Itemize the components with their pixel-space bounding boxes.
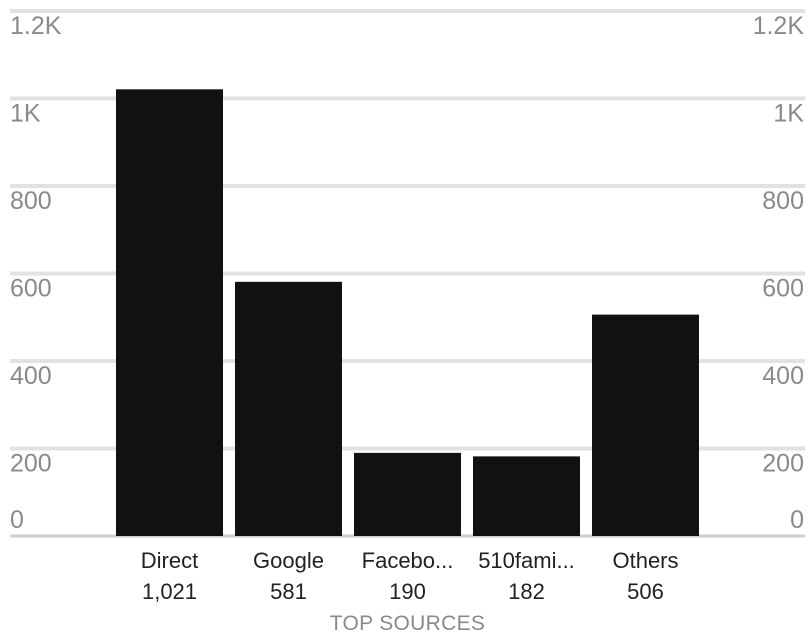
category-label: Direct (141, 548, 198, 573)
bar (354, 452, 461, 536)
y-tick-label-left: 600 (10, 275, 52, 303)
value-label: 190 (389, 579, 426, 604)
y-tick-label-right: 200 (762, 450, 804, 478)
category-label: Facebo... (362, 548, 454, 573)
y-tick-label-left: 1.2K (10, 12, 62, 40)
bar (473, 456, 580, 536)
bars (116, 89, 699, 536)
y-tick-label-right: 1.2K (753, 12, 805, 40)
y-tick-label-left: 800 (10, 187, 52, 215)
x-axis-labels: Direct 1,021 Google 581 Facebo... 190 510fami.… (141, 548, 679, 604)
y-tick-label-right: 800 (762, 187, 804, 215)
bar (592, 314, 699, 536)
y-tick-label-left: 1K (10, 100, 41, 128)
y-tick-label-right: 1K (773, 100, 804, 128)
x-axis-title: TOP SOURCES (330, 612, 485, 633)
bar (116, 89, 223, 536)
value-label: 182 (508, 579, 545, 604)
value-label: 506 (627, 579, 664, 604)
y-axis-ticks: 0 0 200 200 400 400 600 600 800 800 1K 1K 1.2K 1.2K (10, 12, 804, 534)
y-tick-label-left: 200 (10, 450, 52, 478)
value-label: 1,021 (142, 579, 197, 604)
category-label: Others (612, 548, 678, 573)
y-tick-label-right: 0 (790, 506, 804, 534)
value-label: 581 (270, 579, 307, 604)
y-tick-label-left: 400 (10, 362, 52, 390)
y-tick-label-right: 600 (762, 275, 804, 303)
y-tick-label-right: 400 (762, 362, 804, 390)
category-label: 510fami... (478, 548, 575, 573)
bar (235, 281, 342, 536)
y-tick-label-left: 0 (10, 506, 24, 534)
category-label: Google (253, 548, 324, 573)
